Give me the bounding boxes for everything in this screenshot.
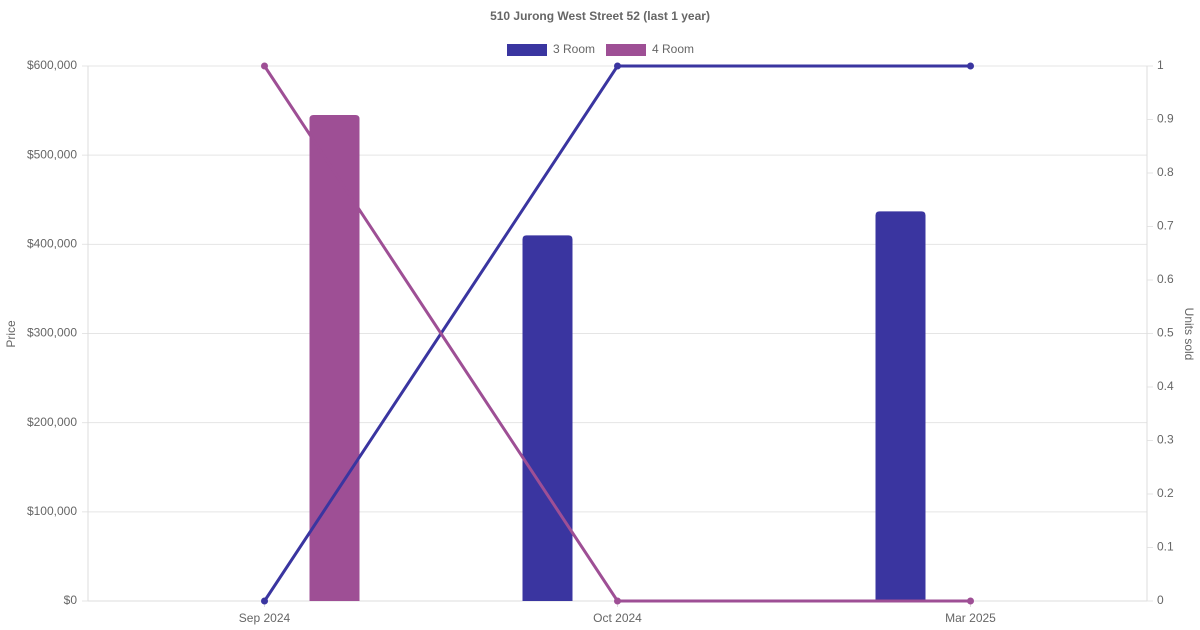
point — [967, 597, 974, 605]
y-tick-label: $0 — [64, 593, 78, 607]
point — [261, 62, 268, 70]
y2-tick-label: 0.9 — [1157, 112, 1174, 126]
point — [967, 62, 974, 70]
bar — [309, 115, 360, 602]
point — [614, 597, 621, 605]
y2-tick-label: 1 — [1157, 58, 1164, 72]
y-axis-title: Price — [4, 320, 18, 348]
bar — [522, 235, 573, 601]
y2-tick-label: 0.6 — [1157, 272, 1174, 286]
y2-tick-label: 0 — [1157, 593, 1164, 607]
bar — [875, 211, 926, 601]
y-tick-label: $200,000 — [27, 415, 77, 429]
x-tick-label: Sep 2024 — [239, 611, 291, 625]
point — [261, 597, 268, 605]
y-tick-label: $100,000 — [27, 504, 77, 518]
legend-swatch — [606, 44, 646, 56]
y-tick-label: $600,000 — [27, 58, 77, 72]
y2-tick-label: 0.5 — [1157, 326, 1174, 340]
x-tick-label: Mar 2025 — [945, 611, 996, 625]
y2-tick-label: 0.3 — [1157, 433, 1174, 447]
y2-tick-label: 0.8 — [1157, 165, 1174, 179]
y2-tick-label: 0.7 — [1157, 219, 1174, 233]
y-tick-label: $300,000 — [27, 326, 77, 340]
legend-label: 4 Room — [652, 42, 694, 56]
point — [614, 62, 621, 70]
chart-title: 510 Jurong West Street 52 (last 1 year) — [490, 9, 710, 23]
x-tick-label: Oct 2024 — [593, 611, 642, 625]
y-tick-label: $400,000 — [27, 237, 77, 251]
y2-axis-title: Units sold — [1182, 308, 1196, 361]
y2-tick-label: 0.4 — [1157, 379, 1174, 393]
legend-swatch — [507, 44, 547, 56]
y-tick-label: $500,000 — [27, 147, 77, 161]
y2-tick-label: 0.1 — [1157, 540, 1174, 554]
legend-label: 3 Room — [553, 42, 595, 56]
y2-tick-label: 0.2 — [1157, 486, 1174, 500]
